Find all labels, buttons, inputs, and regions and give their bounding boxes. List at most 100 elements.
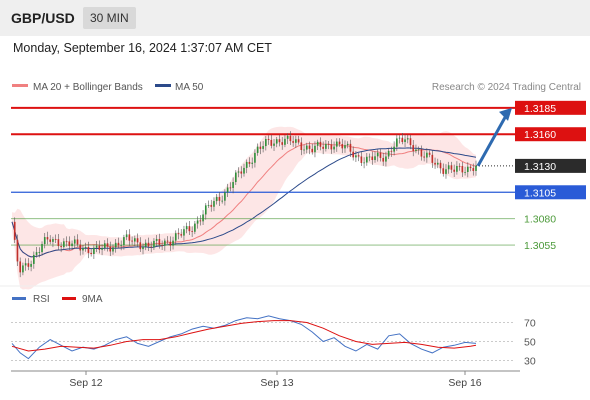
candle-body [210,205,213,207]
candle-body [311,148,314,153]
candle-body [472,168,475,171]
candle-body [431,154,434,163]
candle-body [158,238,161,246]
candle-body [335,141,338,147]
candle-body [16,239,19,262]
candle-body [286,135,289,139]
candle-body [139,242,142,250]
candle-body [65,241,68,243]
candle-body [150,246,153,248]
candle-body [169,241,172,246]
level-badge-resistance [515,127,586,142]
candle-body [49,239,52,242]
candle-body [101,247,103,250]
candle-body [295,139,297,143]
candle-body [259,146,262,149]
candle-body [355,155,357,158]
candle-body [213,201,215,207]
candle-body [297,139,300,143]
candle-body [281,142,284,145]
candle-body [327,143,330,145]
bollinger-bands [12,126,476,290]
candle-body [191,231,193,232]
rsi-ma-legend-label: 9MA [82,294,103,305]
rsi-ma-legend-swatch [62,297,76,300]
candlesticks [13,131,477,278]
candle-body [226,187,229,193]
candle-body [13,221,16,240]
candle-body [450,165,453,170]
candle-body [270,139,273,146]
level-label: 1.3160 [524,129,556,141]
candle-body [325,143,327,149]
candle-body [125,234,128,238]
candle-body [254,152,256,163]
candle-body [128,234,131,241]
rsi-tick-label: 70 [524,318,536,330]
candle-body [464,171,466,173]
candle-body [60,246,62,248]
candle-body [382,157,385,162]
candle-body [396,138,398,147]
candle-body [289,135,292,142]
candle-body [316,141,319,146]
candle-body [27,263,30,267]
candle-body [199,220,202,222]
candle-body [393,146,395,152]
candle-body [300,142,303,151]
candle-body [131,240,133,242]
candle-body [207,205,210,206]
candle-body [447,165,450,170]
level-label: 1.3080 [524,214,556,226]
candle-body [292,141,294,143]
candle-body [19,261,22,273]
candle-body [134,238,136,242]
level-badge-resistance [515,100,586,115]
candle-body [82,248,84,251]
candle-body [218,196,221,201]
chart-legend: MA 20 + Bollinger Bands MA 50 Research ©… [12,82,581,93]
candle-body [349,143,352,152]
candle-body [147,242,150,247]
candle-body [114,242,117,248]
candle-body [390,150,393,152]
candle-body [204,205,207,215]
rsi-legend: RSI 9MA [12,294,103,305]
candle-body [401,137,404,143]
forecast-arrow-head [499,107,512,121]
candle-body [164,240,166,246]
candle-body [428,152,431,155]
timeframe-badge[interactable]: 30 MIN [83,7,136,29]
bollinger-band-area [12,126,476,290]
candle-body [123,237,125,246]
candle-body [412,145,415,152]
candle-body [442,168,445,174]
rsi-legend-label: RSI [33,294,50,305]
candle-body [319,141,322,147]
candle-body [376,152,379,157]
rsi-tick-label: 30 [524,356,536,368]
candle-body [308,145,311,149]
candle-body [360,156,363,163]
candle-body [120,245,122,246]
ma20-line [11,142,477,258]
candle-body [103,243,106,248]
rsi-grid: 70 50 30 [11,318,536,368]
candle-body [303,149,305,151]
header-bar: GBP/USD 30 MIN [0,0,590,36]
candle-body [73,239,76,244]
candle-body [188,226,191,232]
candle-body [38,252,41,253]
candle-body [256,146,259,153]
level-badge-support [515,185,586,200]
candle-body [84,247,87,249]
candle-body [466,166,469,172]
candle-body [196,220,199,224]
candle-body [234,172,237,183]
candle-body [344,145,346,149]
candle-body [76,239,79,245]
candle-body [43,237,46,245]
candle-body [109,246,112,252]
candle-body [458,165,461,167]
